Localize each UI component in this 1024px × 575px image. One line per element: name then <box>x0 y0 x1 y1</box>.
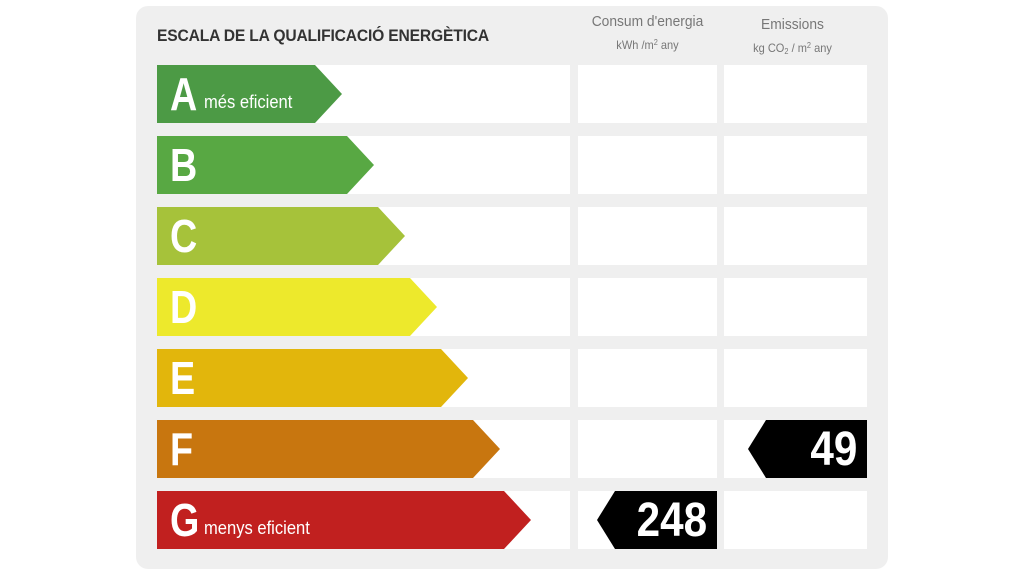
emissions-cell <box>724 349 867 407</box>
class-letter: B <box>170 139 198 191</box>
consum-cell <box>578 207 717 265</box>
class-arrow-d: D <box>157 278 437 336</box>
class-letter: F <box>170 423 194 475</box>
class-letter: D <box>170 281 198 333</box>
emissions-cell <box>724 278 867 336</box>
class-arrow-f: F <box>157 420 500 478</box>
emissions-column-header: Emissions kg CO2 / m2 any <box>720 15 865 60</box>
emissions-cell <box>724 207 867 265</box>
class-letter: E <box>170 352 196 404</box>
consum-cell <box>578 136 717 194</box>
consum-unit: kWh /m2 any <box>616 38 679 52</box>
class-letter: C <box>170 210 198 262</box>
consum-column-header: Consum d'energia kWh /m2 any <box>575 12 720 53</box>
emissions-cell <box>724 65 867 123</box>
class-arrow-b: B <box>157 136 374 194</box>
consum-cell <box>578 278 717 336</box>
class-letter: G <box>170 494 200 546</box>
class-sublabel: més eficient <box>204 91 293 112</box>
emissions-cell <box>724 136 867 194</box>
emissions-cell <box>724 491 867 549</box>
emissions-heading: Emissions <box>761 16 824 33</box>
class-arrow-c: C <box>157 207 405 265</box>
emissions-unit: kg CO2 / m2 any <box>753 41 832 56</box>
emissions-value: 49 <box>810 422 857 476</box>
label-title: ESCALA DE LA QUALIFICACIÓ ENERGÈTICA <box>157 26 489 45</box>
consum-value-badge: 248 <box>597 491 717 549</box>
consum-cell <box>578 349 717 407</box>
class-arrow-e: E <box>157 349 468 407</box>
consum-cell <box>578 65 717 123</box>
consum-heading: Consum d'energia <box>591 13 704 30</box>
emissions-value-badge: 49 <box>748 420 867 478</box>
class-letter: A <box>170 68 198 120</box>
class-sublabel: menys eficient <box>204 517 310 538</box>
consum-value: 248 <box>636 493 707 547</box>
consum-cell <box>578 420 717 478</box>
